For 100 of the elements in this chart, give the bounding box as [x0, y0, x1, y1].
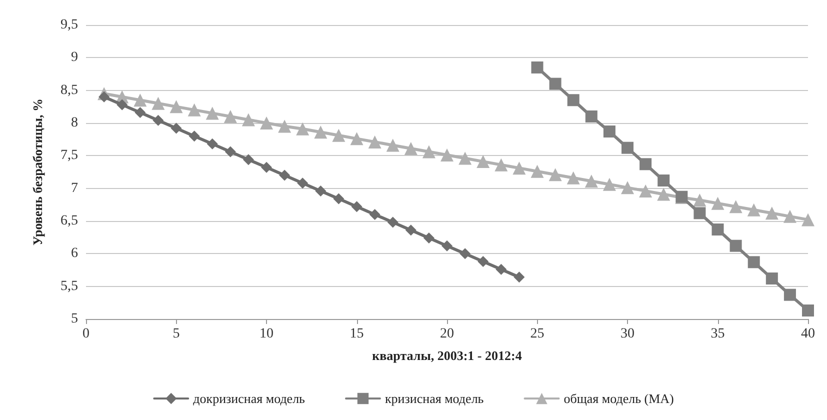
point — [621, 181, 634, 194]
point — [548, 168, 562, 182]
point — [422, 145, 436, 158]
point — [460, 248, 471, 260]
point — [188, 103, 201, 116]
point — [350, 132, 364, 146]
point — [387, 216, 398, 228]
y-tick-label: 6 — [71, 246, 78, 262]
point — [622, 142, 634, 154]
point — [693, 194, 706, 207]
point — [730, 240, 742, 252]
point — [640, 158, 652, 170]
point — [478, 256, 489, 268]
point — [639, 184, 652, 198]
point — [476, 155, 490, 168]
legend-label: докризисная модель — [193, 391, 306, 406]
x-tick-label: 35 — [710, 326, 725, 342]
point — [152, 96, 165, 110]
point — [694, 207, 706, 220]
y-axis-title: Уровень безработицы, % — [30, 98, 45, 246]
legend-label: общая модель (MA) — [564, 391, 674, 406]
point — [514, 272, 525, 283]
point — [351, 201, 362, 212]
point — [405, 224, 416, 236]
point — [802, 304, 814, 317]
point — [602, 178, 616, 191]
x-tick-label: 25 — [530, 326, 544, 342]
point — [711, 196, 724, 210]
point — [765, 206, 778, 220]
point — [188, 130, 200, 142]
point — [549, 78, 562, 90]
x-tick-label: 10 — [260, 326, 274, 342]
point — [152, 114, 164, 126]
x-axis-title: кварталы, 2003:1 - 2012:4 — [372, 348, 522, 363]
point — [603, 125, 616, 138]
point — [440, 148, 454, 162]
point — [458, 152, 472, 165]
point — [116, 99, 128, 110]
y-tick-label: 6,5 — [60, 214, 78, 228]
point — [423, 232, 434, 244]
y-tick-label: 7 — [71, 180, 78, 196]
point — [386, 138, 400, 152]
y-tick-label: 9,5 — [60, 18, 78, 32]
point — [170, 122, 182, 134]
x-tick-label: 5 — [172, 326, 180, 342]
point — [206, 106, 219, 120]
point — [658, 174, 670, 186]
point — [296, 122, 310, 136]
legend-label: кризисная модель — [384, 391, 484, 406]
point — [747, 203, 760, 216]
point — [278, 120, 292, 133]
point — [134, 94, 147, 107]
y-tick-label: 8 — [71, 116, 78, 130]
point — [567, 94, 580, 106]
x-tick-label: 40 — [801, 326, 815, 342]
point — [297, 178, 308, 189]
point — [712, 223, 724, 236]
point — [802, 213, 814, 226]
point — [368, 135, 382, 148]
point — [134, 107, 146, 118]
point — [332, 128, 346, 142]
point — [260, 116, 273, 130]
point — [584, 174, 598, 188]
point — [784, 288, 796, 301]
point — [585, 110, 598, 122]
point — [512, 162, 526, 175]
x-tick-label: 15 — [350, 326, 364, 342]
point — [783, 210, 796, 223]
point — [261, 162, 272, 173]
point — [729, 200, 742, 214]
point — [496, 264, 507, 275]
point — [333, 193, 344, 204]
point — [206, 138, 218, 150]
x-tick-label: 0 — [82, 326, 90, 342]
point — [494, 158, 508, 172]
point — [442, 240, 452, 252]
point — [279, 170, 290, 181]
point — [98, 91, 110, 102]
point — [530, 164, 544, 178]
y-tick-label: 8,5 — [60, 82, 78, 98]
point — [314, 126, 328, 139]
point — [748, 256, 760, 268]
point — [766, 272, 778, 284]
point — [657, 188, 670, 201]
x-tick-label: 20 — [440, 326, 454, 342]
x-tick-label: 30 — [620, 326, 634, 342]
y-tick-label: 5,5 — [60, 278, 78, 294]
point — [224, 110, 237, 123]
point — [242, 154, 254, 166]
point — [404, 142, 418, 155]
point — [369, 208, 380, 220]
point — [224, 146, 236, 158]
point — [242, 113, 255, 126]
point — [170, 100, 183, 114]
y-tick-label: 9 — [71, 50, 78, 66]
y-tick-label: 5 — [71, 312, 78, 326]
y-tick-label: 7,5 — [60, 148, 78, 164]
point — [531, 61, 544, 74]
point — [566, 171, 580, 184]
point — [315, 185, 326, 196]
